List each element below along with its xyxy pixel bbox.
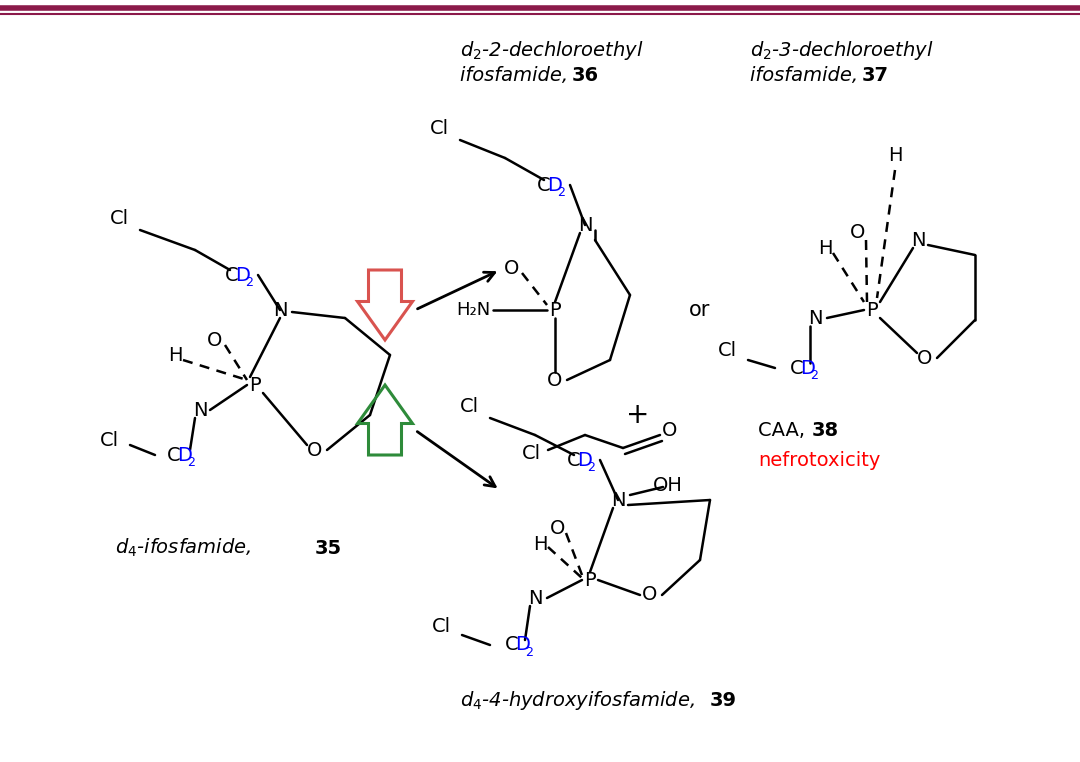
Text: D: D — [515, 636, 530, 655]
Text: C: C — [167, 446, 180, 465]
Text: 39: 39 — [710, 690, 737, 709]
Text: C: C — [225, 265, 239, 284]
Text: O: O — [643, 585, 658, 604]
Text: H: H — [532, 536, 548, 555]
Text: C: C — [537, 175, 551, 194]
Text: $d_2$-3-dechloroethyl: $d_2$-3-dechloroethyl — [750, 39, 934, 62]
Text: P: P — [584, 571, 596, 590]
Text: $d_4$-ifosfamide,: $d_4$-ifosfamide, — [114, 537, 254, 559]
Text: D: D — [235, 265, 251, 284]
Text: O: O — [548, 370, 563, 389]
Text: O: O — [207, 331, 222, 350]
Text: H: H — [818, 239, 833, 258]
Text: Cl: Cl — [430, 119, 449, 137]
Text: H₂N: H₂N — [456, 301, 490, 319]
Text: O: O — [308, 440, 323, 459]
Text: O: O — [917, 348, 933, 367]
Text: H: H — [888, 146, 902, 165]
Text: 2: 2 — [525, 646, 532, 659]
Text: Cl: Cl — [100, 431, 119, 450]
Text: CAA,: CAA, — [758, 421, 811, 440]
Text: Cl: Cl — [718, 341, 738, 360]
Text: Cl: Cl — [110, 209, 130, 228]
Text: N: N — [528, 588, 542, 607]
Text: ifosfamide,: ifosfamide, — [460, 66, 575, 85]
Text: H: H — [167, 345, 183, 364]
Text: D: D — [800, 358, 815, 377]
Text: Cl: Cl — [522, 443, 541, 463]
Text: O: O — [850, 223, 866, 242]
Text: 2: 2 — [245, 276, 253, 290]
Text: 2: 2 — [187, 456, 194, 469]
Text: D: D — [177, 446, 192, 465]
Text: P: P — [249, 376, 260, 395]
Text: ifosfamide,: ifosfamide, — [750, 66, 864, 85]
Text: P: P — [550, 300, 561, 319]
Text: N: N — [910, 230, 926, 249]
Text: P: P — [866, 300, 878, 319]
Text: 38: 38 — [812, 421, 839, 440]
Text: O: O — [504, 258, 519, 277]
Text: OH: OH — [653, 475, 683, 495]
Text: 35: 35 — [315, 539, 342, 558]
Text: N: N — [273, 300, 287, 319]
Text: N: N — [578, 216, 592, 235]
Text: 36: 36 — [572, 66, 599, 85]
Text: C: C — [505, 636, 518, 655]
Text: N: N — [808, 309, 822, 328]
Text: Cl: Cl — [432, 616, 451, 636]
Text: Cl: Cl — [460, 396, 480, 415]
Text: N: N — [611, 491, 625, 510]
Text: D: D — [578, 450, 592, 469]
Text: 2: 2 — [557, 186, 565, 199]
Text: C: C — [567, 450, 581, 469]
Text: 2: 2 — [586, 461, 595, 474]
Text: O: O — [551, 518, 566, 537]
Text: +: + — [626, 401, 650, 429]
Text: $d_2$-2-dechloroethyl: $d_2$-2-dechloroethyl — [460, 39, 644, 62]
Text: 2: 2 — [810, 370, 818, 383]
Text: $d_4$-4-hydroxyifosfamide,: $d_4$-4-hydroxyifosfamide, — [460, 689, 698, 712]
Text: nefrotoxicity: nefrotoxicity — [758, 450, 880, 469]
Text: D: D — [548, 175, 563, 194]
Text: or: or — [689, 300, 711, 320]
Text: N: N — [192, 401, 207, 420]
Text: O: O — [662, 421, 677, 440]
Text: C: C — [789, 358, 804, 377]
Text: 37: 37 — [862, 66, 889, 85]
